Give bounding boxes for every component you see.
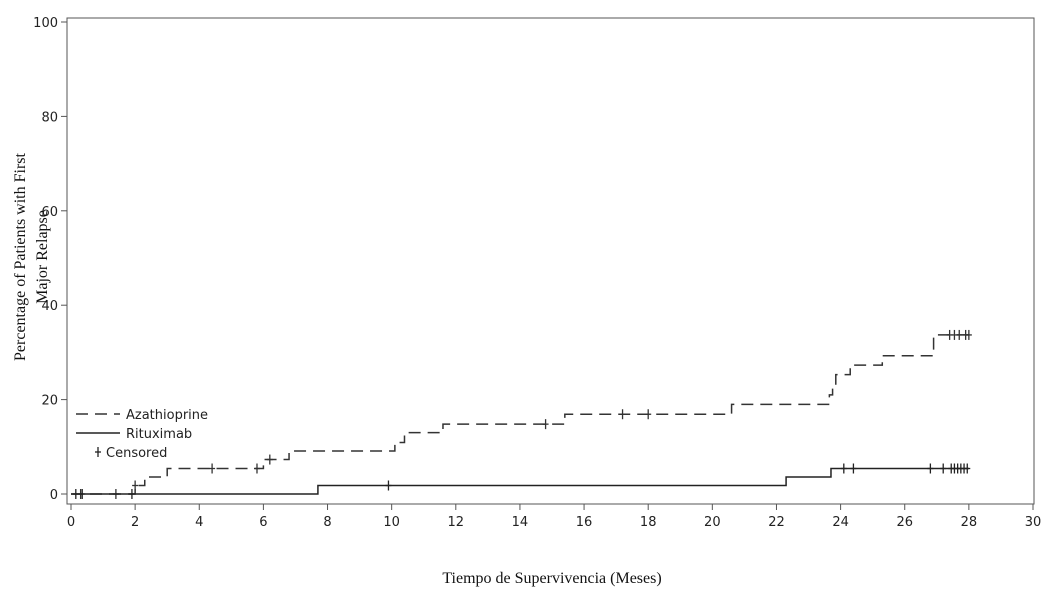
y-tick-label-100: 100	[33, 16, 58, 31]
x-tick-label-2: 2	[131, 515, 139, 530]
y-tick-label-0: 0	[50, 488, 58, 503]
y-tick-label-40: 40	[41, 299, 58, 314]
series-line-rituximab	[71, 467, 969, 495]
legend-label-censored: Censored	[106, 446, 167, 461]
x-tick-label-20: 20	[704, 515, 721, 530]
x-axis-title: Tiempo de Supervivencia (Meses)	[442, 570, 661, 587]
x-tick-label-8: 8	[323, 515, 331, 530]
x-tick-label-26: 26	[896, 515, 913, 530]
x-tick-label-24: 24	[832, 515, 849, 530]
x-tick-label-22: 22	[768, 515, 785, 530]
x-tick-label-4: 4	[195, 515, 203, 530]
x-tick-label-0: 0	[67, 515, 75, 530]
series-rituximab	[71, 463, 971, 499]
x-tick-label-10: 10	[383, 515, 400, 530]
x-tick-label-28: 28	[961, 515, 978, 530]
y-tick-label-60: 60	[41, 205, 58, 220]
legend-label-rituximab: Rituximab	[126, 427, 192, 442]
legend: Azathioprine Rituximab Censored	[76, 408, 208, 461]
x-tick-label-18: 18	[640, 515, 657, 530]
series-line-azathioprine	[71, 334, 969, 495]
legend-label-azathioprine: Azathioprine	[126, 408, 208, 423]
x-tick-label-12: 12	[448, 515, 465, 530]
plot-frame	[66, 17, 1035, 505]
y-axis-title-line-1: Percentage of Patients with First	[12, 152, 29, 361]
series-layer	[71, 329, 972, 499]
y-axis-title-line-2: Major Relapse	[34, 210, 51, 304]
x-tick-label-14: 14	[512, 515, 529, 530]
x-tick-label-6: 6	[259, 515, 267, 530]
x-tick-label-16: 16	[576, 515, 593, 530]
x-tick-label-30: 30	[1025, 515, 1042, 530]
y-tick-label-20: 20	[41, 394, 58, 409]
y-tick-label-80: 80	[41, 110, 58, 125]
